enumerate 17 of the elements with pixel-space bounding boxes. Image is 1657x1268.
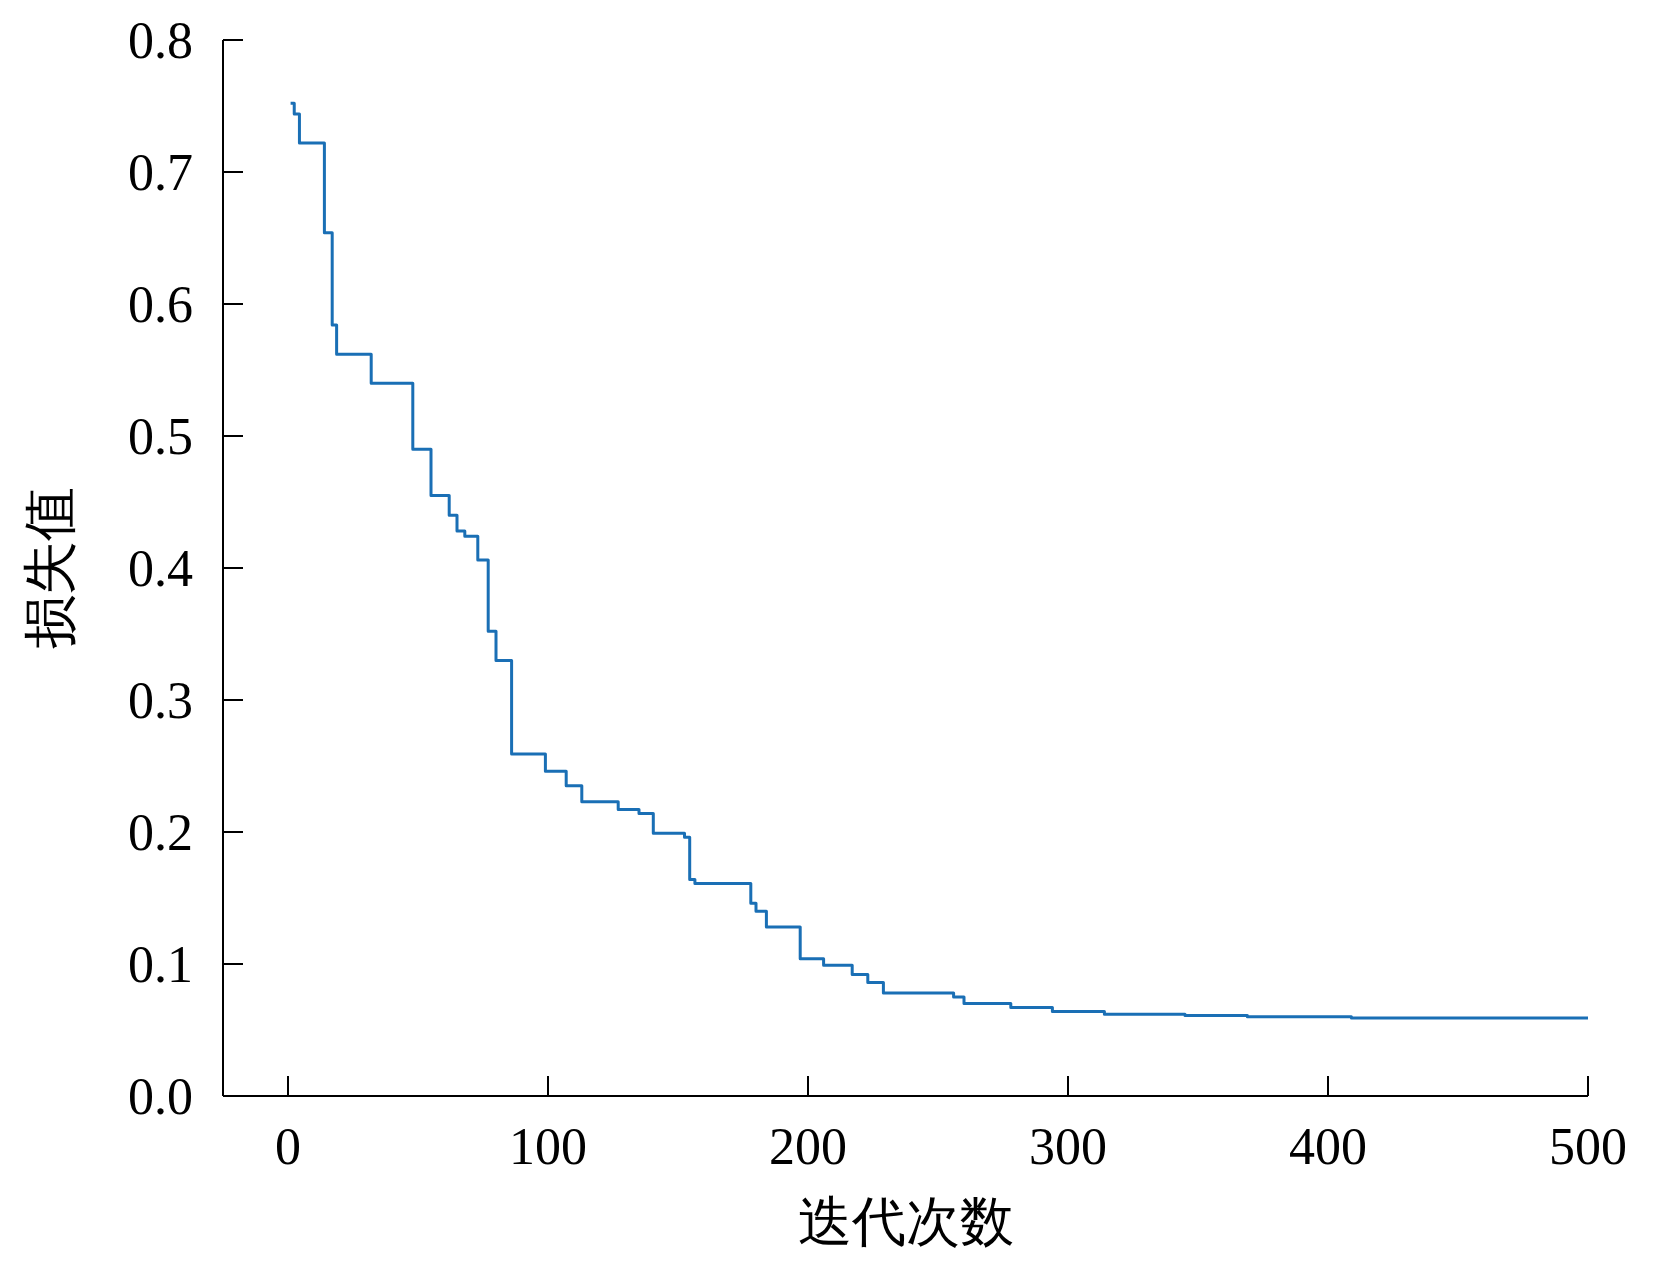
y-tick-label: 0.3: [128, 672, 193, 730]
y-axis-title: 损失值: [20, 487, 80, 649]
y-tick-label: 0.2: [128, 804, 193, 862]
x-tick-label: 200: [769, 1118, 847, 1175]
y-tick-label: 0.0: [128, 1068, 193, 1126]
y-tick-label: 0.4: [128, 540, 193, 598]
x-tick-label: 0: [275, 1118, 301, 1175]
y-tick-label: 0.6: [128, 276, 193, 334]
x-tick-label: 100: [509, 1118, 587, 1175]
x-tick-label: 300: [1029, 1118, 1107, 1175]
x-tick-label: 500: [1549, 1118, 1627, 1175]
x-tick-label: 400: [1289, 1118, 1367, 1175]
y-tick-label: 0.7: [128, 144, 193, 202]
y-tick-label: 0.5: [128, 408, 193, 466]
y-tick-label: 0.1: [128, 936, 193, 994]
x-axis-title: 迭代次数: [797, 1192, 1014, 1252]
y-tick-label: 0.8: [128, 12, 193, 70]
